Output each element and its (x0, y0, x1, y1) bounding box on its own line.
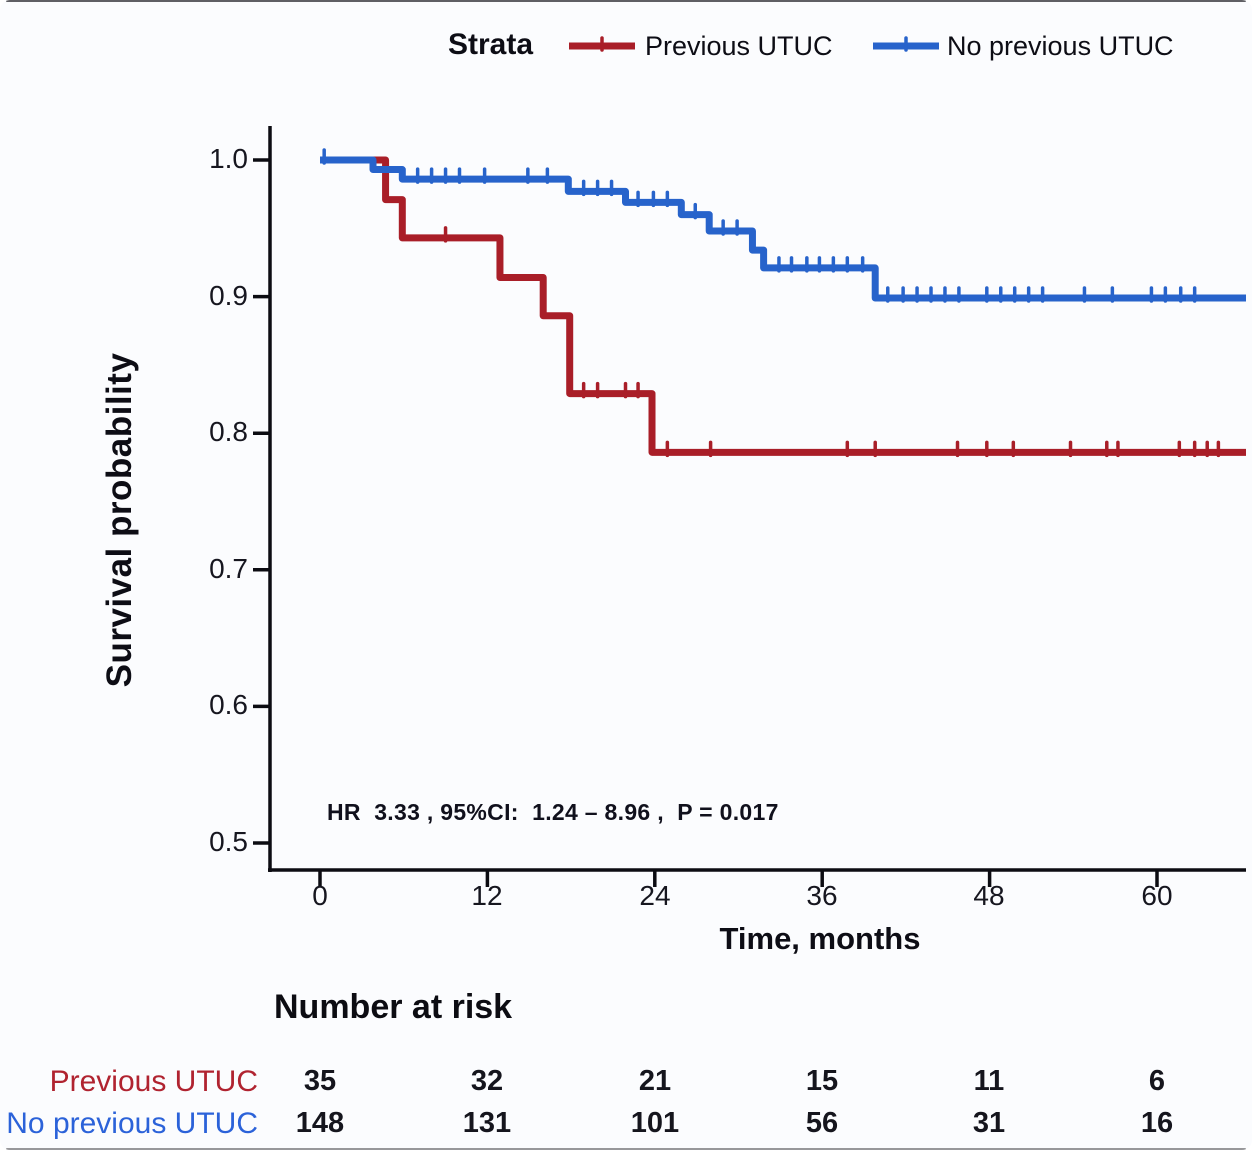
x-tick-label: 12 (471, 880, 503, 911)
km-line-icon (569, 36, 635, 52)
risk-count: 21 (638, 1065, 672, 1097)
y-tick-label: 0.9 (209, 280, 248, 311)
legend-label-previous-utuc: Previous UTUC (645, 31, 833, 61)
risk-row-label-previous-utuc: Previous UTUC (49, 1065, 258, 1098)
survival-curve (320, 156, 1246, 302)
risk-count: 35 (303, 1065, 337, 1097)
hazard-ratio-annotation: HR 3.33 , 95%CI: 1.24 – 8.96 , P = 0.017 (327, 799, 779, 825)
survival-curve (320, 156, 1246, 456)
legend-title: Strata (448, 28, 534, 61)
risk-count: 131 (462, 1107, 512, 1139)
x-tick-label: 60 (1141, 880, 1173, 911)
top-edge-line (6, 0, 1246, 2)
legend-label-no-previous-utuc: No previous UTUC (947, 31, 1174, 61)
x-tick-label: 0 (312, 880, 328, 911)
risk-count: 16 (1140, 1107, 1174, 1139)
risk-count: 11 (973, 1065, 1005, 1097)
bottom-edge-line (6, 1148, 1246, 1150)
y-tick-label: 0.6 (209, 689, 248, 720)
x-tick-label: 48 (973, 880, 1005, 911)
x-tick-label: 24 (639, 880, 671, 911)
series-previous-utuc (320, 156, 1246, 458)
risk-table-title: Number at risk (274, 988, 513, 1026)
y-tick-label: 0.8 (209, 416, 248, 447)
risk-count: 31 (972, 1107, 1006, 1139)
risk-count: 32 (470, 1065, 504, 1097)
series-no-previous-utuc (320, 148, 1246, 303)
legend-key-previous-utuc (568, 36, 636, 56)
risk-count: 6 (1148, 1065, 1166, 1097)
risk-row-label-no-previous-utuc: No previous UTUC (6, 1107, 258, 1140)
km-line-icon (873, 36, 939, 52)
y-axis-title: Survival probability (100, 352, 139, 688)
y-tick-label: 0.7 (209, 553, 248, 584)
risk-count: 148 (295, 1107, 345, 1139)
y-tick-label: 0.5 (209, 826, 248, 857)
risk-count: 101 (630, 1107, 680, 1139)
risk-count: 56 (805, 1107, 839, 1139)
x-tick-label: 36 (806, 880, 838, 911)
x-axis-title: Time, months (719, 921, 921, 956)
legend-key-no-previous-utuc (872, 36, 940, 56)
y-tick-label: 1.0 (209, 143, 248, 174)
risk-count: 15 (805, 1065, 839, 1097)
